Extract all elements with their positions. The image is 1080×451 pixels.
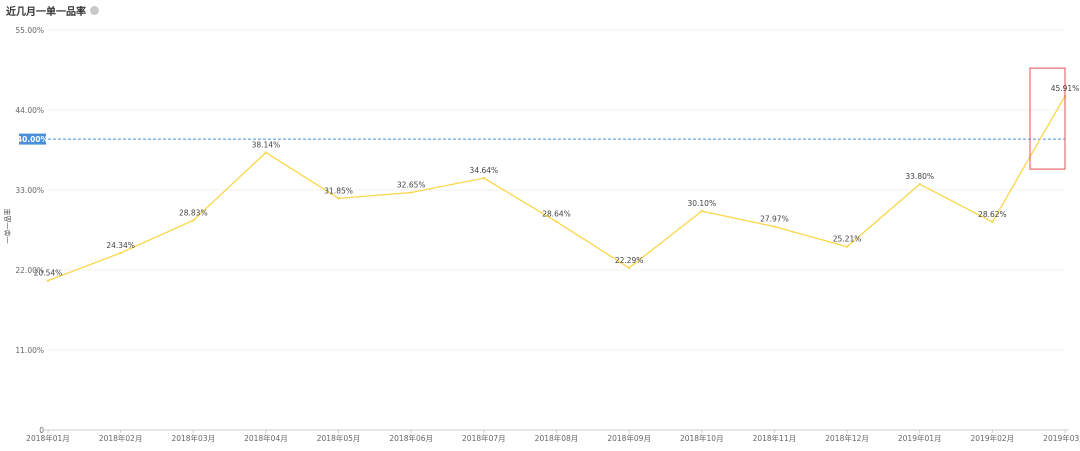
data-point-3 [264, 151, 268, 154]
reference-label: 40.00% [17, 135, 49, 144]
data-point-10 [773, 225, 776, 228]
x-tick-label-11: 2018年12月 [825, 433, 869, 443]
x-tick-label-6: 2018年07月 [462, 433, 506, 443]
x-tick-label-2: 2018年03月 [171, 433, 215, 443]
data-label-12: 33.80% [905, 172, 934, 181]
data-label-9: 30.10% [687, 199, 716, 208]
data-point-5 [410, 191, 413, 194]
x-tick-label-10: 2018年11月 [753, 433, 797, 443]
x-tick-label-12: 2019年01月 [898, 433, 942, 443]
data-point-9 [700, 209, 703, 213]
data-point-2 [192, 219, 195, 222]
y-axis-label: 一单一品率 [3, 209, 12, 244]
data-point-1 [119, 251, 122, 255]
highlight-box [1029, 67, 1066, 170]
x-tick-label-13: 2019年02月 [971, 433, 1015, 443]
data-label-0: 20.54% [34, 269, 63, 278]
data-point-7 [555, 220, 558, 223]
data-label-7: 28.64% [542, 210, 571, 219]
data-point-0 [46, 279, 50, 282]
info-icon[interactable] [90, 5, 99, 15]
x-tick-label-8: 2018年09月 [607, 433, 651, 443]
reference-label-bg [19, 133, 46, 145]
x-tick-label-4: 2018年05月 [317, 433, 361, 443]
chart-title: 近几月一单一品率 [6, 6, 86, 18]
data-label-10: 27.97% [760, 215, 789, 224]
series-line [47, 95, 1066, 282]
x-tick-label-3: 2018年04月 [244, 433, 288, 443]
y-tick-label-1: 11.00% [15, 346, 44, 355]
data-label-1: 24.34% [106, 241, 135, 250]
x-tick-label-1: 2018年02月 [99, 433, 143, 443]
data-point-11 [845, 245, 849, 248]
data-label-3: 38.14% [252, 141, 281, 150]
y-tick-label-2: 22.00% [15, 266, 44, 275]
data-point-8 [627, 266, 631, 270]
x-tick-label-9: 2018年10月 [680, 433, 724, 443]
data-label-11: 25.21% [833, 235, 862, 244]
x-tick-label-5: 2018年06月 [389, 433, 433, 443]
data-label-5: 32.65% [397, 181, 426, 190]
chart-title-bar: 近几月一单一品率 [6, 3, 99, 18]
data-label-4: 31.85% [324, 186, 353, 195]
data-point-6 [482, 176, 486, 180]
y-tick-label-3: 33.00% [15, 186, 44, 195]
y-tick-label-0: 0 [39, 426, 44, 435]
data-point-12 [918, 182, 921, 186]
y-tick-label-5: 55.00% [15, 26, 44, 35]
x-tick-label-0: 2018年01月 [26, 433, 70, 443]
data-label-2: 28.83% [179, 208, 208, 217]
data-point-13 [991, 220, 994, 224]
data-label-14: 45.91% [1051, 84, 1080, 93]
x-tick-label-14: 2019年03月 [1043, 433, 1080, 443]
x-tick-label-7: 2018年08月 [535, 433, 579, 443]
y-tick-label-4: 44.00% [15, 106, 44, 115]
data-label-13: 28.62% [978, 210, 1007, 219]
data-point-4 [337, 197, 340, 200]
data-label-8: 22.29% [615, 256, 644, 265]
data-label-6: 34.64% [470, 166, 499, 175]
